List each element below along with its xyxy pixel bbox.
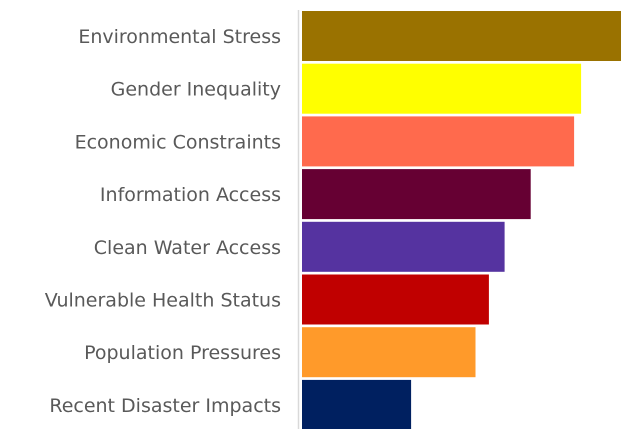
bar-1 [302,63,582,114]
category-label-7: Recent Disaster Impacts [49,395,281,417]
bar-0 [302,11,621,61]
category-label-0: Environmental Stress [78,26,281,48]
category-label-4: Clean Water Access [94,237,281,259]
bar-2 [302,116,575,167]
bar-4 [302,221,505,272]
category-label-2: Economic Constraints [75,131,281,153]
bar-5 [302,274,489,325]
category-label-1: Gender Inequality [111,79,281,101]
category-label-6: Population Pressures [84,342,281,364]
category-label-5: Vulnerable Health Status [45,290,281,312]
bar-6 [302,327,476,378]
bars [302,11,621,429]
category-label-3: Information Access [100,184,281,206]
category-labels: Environmental Stress Gender Inequality Eco… [45,26,281,417]
bar-3 [302,169,531,220]
bar-7 [302,379,412,429]
